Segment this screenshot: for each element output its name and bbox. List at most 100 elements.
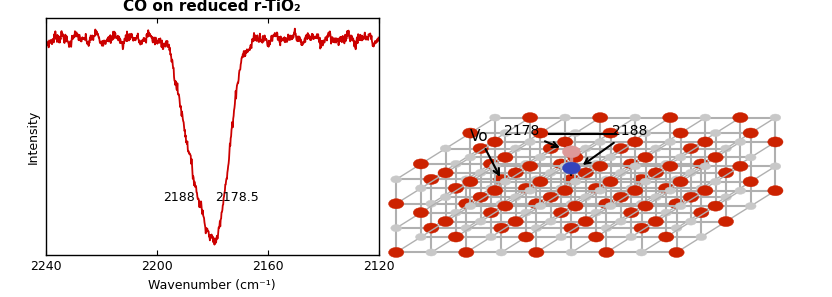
Circle shape [415, 233, 426, 241]
Circle shape [634, 174, 649, 184]
Circle shape [461, 225, 472, 232]
Circle shape [640, 129, 651, 137]
Circle shape [566, 249, 577, 256]
Circle shape [518, 183, 533, 193]
Circle shape [458, 199, 474, 209]
Circle shape [745, 203, 756, 210]
Circle shape [556, 233, 567, 241]
Circle shape [669, 247, 684, 257]
Circle shape [543, 143, 558, 154]
Circle shape [532, 128, 548, 138]
Circle shape [626, 233, 636, 241]
Text: 2178: 2178 [504, 124, 557, 147]
Circle shape [661, 209, 671, 216]
Circle shape [486, 185, 497, 192]
Text: Vo: Vo [469, 129, 499, 175]
Circle shape [532, 177, 548, 187]
Circle shape [616, 218, 626, 225]
Circle shape [531, 176, 542, 183]
Title: CO on reduced r-TiO₂: CO on reduced r-TiO₂ [123, 0, 301, 14]
Circle shape [448, 232, 463, 242]
Circle shape [426, 200, 437, 207]
Circle shape [458, 247, 474, 257]
Circle shape [592, 113, 608, 123]
Circle shape [525, 187, 536, 194]
Circle shape [414, 208, 428, 218]
Circle shape [465, 154, 476, 161]
Circle shape [570, 178, 581, 185]
Text: 2188: 2188 [585, 124, 647, 164]
Circle shape [522, 113, 537, 123]
Circle shape [389, 199, 404, 209]
Circle shape [648, 217, 664, 227]
Circle shape [389, 247, 404, 257]
Circle shape [735, 187, 745, 194]
Circle shape [661, 160, 671, 168]
Circle shape [613, 192, 628, 202]
Circle shape [461, 176, 472, 183]
Circle shape [616, 169, 626, 176]
Circle shape [488, 186, 503, 196]
Circle shape [676, 154, 686, 161]
Circle shape [636, 249, 647, 256]
Circle shape [630, 114, 641, 121]
Circle shape [696, 233, 706, 241]
Circle shape [426, 249, 437, 256]
Circle shape [626, 185, 636, 192]
Circle shape [500, 129, 511, 137]
Circle shape [638, 152, 653, 162]
Circle shape [673, 177, 688, 187]
Circle shape [659, 183, 674, 193]
Circle shape [490, 114, 500, 121]
Circle shape [510, 145, 521, 152]
Circle shape [562, 146, 581, 158]
Circle shape [770, 163, 780, 170]
Circle shape [708, 152, 723, 162]
Circle shape [570, 129, 581, 137]
Circle shape [665, 138, 676, 146]
Circle shape [493, 223, 509, 233]
Circle shape [659, 232, 674, 242]
Circle shape [473, 143, 488, 154]
Circle shape [718, 168, 734, 178]
Circle shape [423, 223, 439, 233]
Circle shape [599, 247, 614, 257]
Circle shape [651, 194, 661, 201]
Circle shape [733, 161, 748, 171]
Circle shape [391, 225, 402, 232]
Circle shape [440, 194, 451, 201]
Circle shape [636, 200, 647, 207]
Circle shape [595, 138, 606, 146]
Circle shape [564, 223, 579, 233]
Circle shape [686, 218, 696, 225]
Circle shape [671, 176, 682, 183]
Circle shape [525, 138, 536, 146]
Circle shape [463, 128, 478, 138]
Circle shape [500, 178, 511, 185]
Y-axis label: Intensity: Intensity [27, 110, 40, 164]
Circle shape [560, 114, 571, 121]
Circle shape [601, 176, 612, 183]
X-axis label: Wavenumber (cm⁻¹): Wavenumber (cm⁻¹) [148, 279, 276, 292]
Circle shape [613, 143, 628, 154]
Circle shape [510, 194, 521, 201]
Circle shape [490, 163, 500, 170]
Circle shape [463, 177, 478, 187]
Circle shape [683, 192, 699, 202]
Circle shape [518, 232, 533, 242]
Circle shape [423, 174, 439, 184]
Circle shape [708, 201, 723, 211]
Circle shape [581, 194, 592, 201]
Circle shape [560, 163, 571, 170]
Circle shape [673, 128, 688, 138]
Circle shape [556, 185, 567, 192]
Circle shape [529, 199, 544, 209]
Circle shape [601, 225, 612, 232]
Circle shape [545, 218, 556, 225]
Circle shape [498, 201, 513, 211]
Text: 2188: 2188 [163, 192, 195, 204]
Circle shape [662, 161, 678, 171]
Circle shape [451, 209, 462, 216]
Circle shape [475, 169, 486, 176]
Circle shape [638, 201, 653, 211]
